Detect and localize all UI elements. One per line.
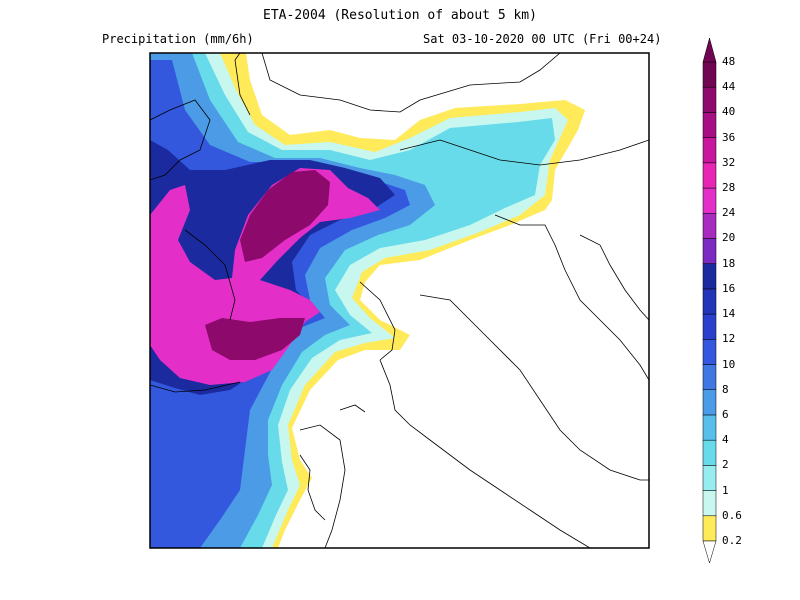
precip-core-north [240,170,330,262]
colorbar-tick-label: 4 [722,433,729,447]
colorbar-tick-label: 10 [722,357,736,371]
colorbar-swatch [702,339,717,365]
colorbar-tick-label: 14 [722,307,736,321]
colorbar-swatch [702,213,717,239]
colorbar-swatch [702,263,717,290]
colorbar-tick-label: 44 [722,80,736,94]
colorbar-swatch [702,490,717,517]
colorbar-tick-label: 36 [722,130,736,144]
precip-core-south [205,318,305,360]
colorbar-tick-label: 18 [722,256,736,270]
colorbar-tick-label: 12 [722,332,736,346]
colorbar-tick-label: 48 [722,55,736,68]
colorbar [702,37,717,564]
colorbar-tick-label: 24 [722,206,736,220]
colorbar-tick-label: 1 [722,483,729,497]
colorbar-tick-label: 0.6 [722,508,742,522]
colorbar-swatch [702,313,717,340]
colorbar-tick-label: 28 [722,181,736,195]
colorbar-tick-label: 40 [722,105,736,119]
colorbar-tick-label: 2 [722,458,729,472]
colorbar-swatch [702,389,717,416]
map-title: ETA-2004 (Resolution of about 5 km) [263,8,537,23]
coastlines [150,53,649,548]
colorbar-swatch [702,187,717,214]
colorbar-swatch [702,112,717,138]
colorbar-swatch [702,137,717,164]
variable-label: Precipitation (mm/6h) [102,32,254,46]
colorbar-tick-label: 16 [722,281,736,295]
map-frame [149,52,650,549]
colorbar-tick-label: 20 [722,231,736,245]
colorbar-arrow-top [702,37,717,63]
colorbar-swatch [702,465,717,491]
colorbar-swatch [702,439,717,466]
colorbar-swatch [702,238,717,264]
colorbar-swatch [702,414,717,441]
colorbar-arrow-bottom [702,540,717,564]
validity-label: Sat 03-10-2020 00 UTC (Fri 00+24) [423,32,662,46]
colorbar-swatch [702,515,717,542]
colorbar-swatch [702,162,717,189]
colorbar-swatch [702,61,717,88]
colorbar-swatch [702,288,717,315]
colorbar-tick-label: 8 [722,382,729,396]
colorbar-swatch [702,86,717,113]
colorbar-tick-label: 32 [722,155,736,169]
colorbar-tick-label: 0.2 [722,534,742,547]
colorbar-swatch [702,364,717,390]
colorbar-tick-label: 6 [722,407,729,421]
